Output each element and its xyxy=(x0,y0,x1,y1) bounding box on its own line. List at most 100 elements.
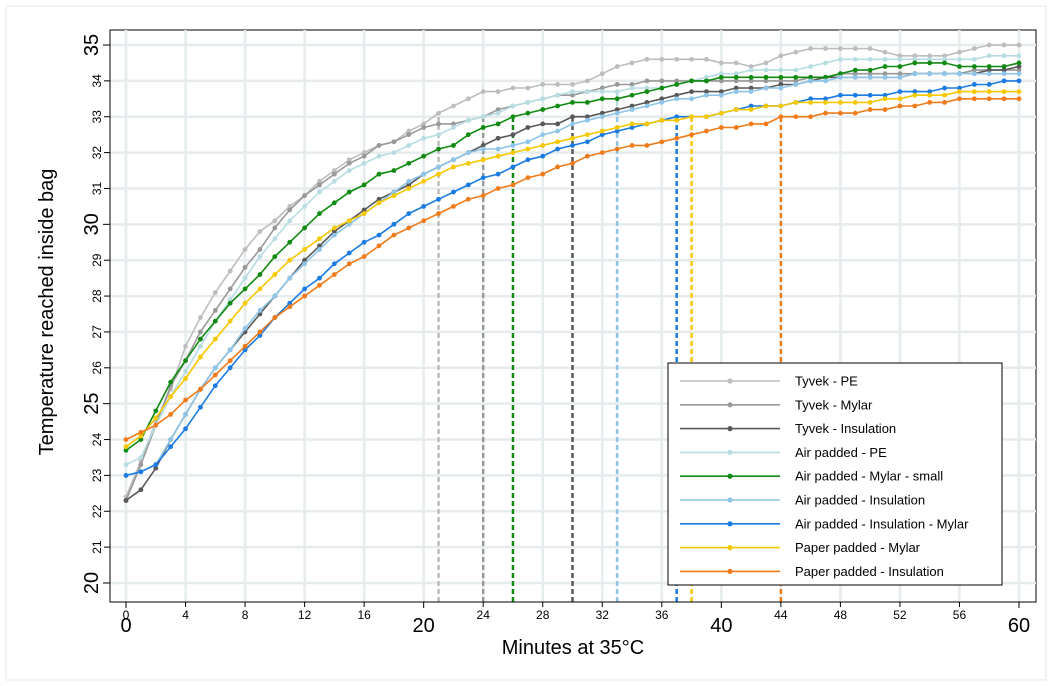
data-point xyxy=(302,293,307,299)
data-point xyxy=(361,207,367,213)
data-point xyxy=(957,64,962,69)
data-point xyxy=(495,186,501,191)
data-point xyxy=(376,232,382,238)
data-point xyxy=(644,143,650,148)
data-point xyxy=(1001,67,1007,73)
data-point xyxy=(763,121,769,127)
data-point xyxy=(584,114,590,120)
data-point xyxy=(302,261,307,267)
legend-label: Tyvek - Mylar xyxy=(795,397,873,412)
data-point xyxy=(153,465,159,471)
data-point xyxy=(570,92,575,98)
data-point xyxy=(451,121,456,127)
data-point xyxy=(421,178,427,184)
data-point xyxy=(346,168,352,173)
data-point xyxy=(629,60,635,66)
axes: 0 4 8 12 16 24 28 32 36 44 48 52 560 20 40 602122232426… xyxy=(81,30,1036,637)
data-point xyxy=(748,107,754,112)
series xyxy=(123,89,1022,450)
data-point xyxy=(599,132,605,138)
data-point xyxy=(227,297,233,303)
data-point xyxy=(317,182,322,188)
data-point xyxy=(212,318,218,324)
data-point xyxy=(733,60,739,66)
data-point xyxy=(406,128,412,134)
data-point xyxy=(897,71,903,77)
data-point xyxy=(584,99,590,105)
data-point xyxy=(763,67,769,73)
data-point xyxy=(570,114,575,120)
data-point xyxy=(480,175,486,181)
data-point xyxy=(957,85,962,91)
data-point xyxy=(882,56,888,62)
legend-label: Tyvek - PE xyxy=(795,374,858,389)
data-point xyxy=(629,85,635,91)
data-point xyxy=(808,46,814,51)
data-point xyxy=(198,386,203,392)
data-point xyxy=(838,71,843,77)
data-point xyxy=(718,71,724,77)
data-point xyxy=(882,92,888,98)
data-point xyxy=(331,178,337,184)
data-point xyxy=(1016,60,1022,66)
data-point xyxy=(555,121,561,127)
data-point xyxy=(793,49,799,55)
data-point xyxy=(867,56,873,62)
y-tick-label: 30 xyxy=(81,213,103,235)
data-point xyxy=(704,56,709,62)
data-point xyxy=(331,261,337,267)
data-point xyxy=(718,92,724,98)
data-point xyxy=(927,71,933,77)
data-point xyxy=(242,286,248,292)
data-point xyxy=(153,462,159,468)
data-point xyxy=(465,96,471,102)
data-point xyxy=(689,78,694,84)
data-point xyxy=(570,89,575,95)
data-point xyxy=(123,437,129,442)
data-point xyxy=(317,178,322,184)
legend-entry: Tyvek - Insulation xyxy=(680,421,896,436)
data-point xyxy=(614,89,620,95)
data-point xyxy=(346,218,352,224)
data-point xyxy=(495,153,501,159)
data-point xyxy=(659,99,665,105)
data-point xyxy=(584,139,590,145)
data-point xyxy=(510,103,516,109)
data-point xyxy=(153,408,159,414)
legend-entry: Tyvek - PE xyxy=(680,374,858,389)
data-point xyxy=(183,397,188,403)
data-point xyxy=(391,232,397,238)
data-point xyxy=(391,221,397,227)
series xyxy=(123,42,1022,500)
data-point xyxy=(555,146,561,152)
data-point xyxy=(287,257,293,263)
data-point xyxy=(376,153,382,159)
data-point xyxy=(138,462,144,468)
data-point xyxy=(629,92,635,98)
legend-swatch-point xyxy=(727,378,733,384)
data-point xyxy=(614,128,620,134)
data-point xyxy=(1001,42,1007,48)
data-point xyxy=(227,365,233,371)
data-point xyxy=(733,107,739,112)
data-point xyxy=(406,186,412,191)
data-point xyxy=(153,422,159,428)
data-point xyxy=(406,132,412,138)
data-point xyxy=(599,114,605,120)
legend-label: Air padded - PE xyxy=(795,445,887,460)
data-point xyxy=(302,286,307,292)
series xyxy=(123,60,1022,453)
data-point xyxy=(421,171,427,177)
data-point xyxy=(927,60,933,66)
data-point xyxy=(480,193,486,199)
data-point xyxy=(763,60,769,66)
data-point xyxy=(555,103,561,109)
data-point xyxy=(778,74,784,80)
data-point xyxy=(495,135,501,141)
data-point xyxy=(451,164,456,170)
data-point xyxy=(942,92,947,98)
data-point xyxy=(451,143,456,148)
data-point xyxy=(986,89,992,95)
data-point xyxy=(927,53,933,59)
data-point xyxy=(198,336,203,342)
